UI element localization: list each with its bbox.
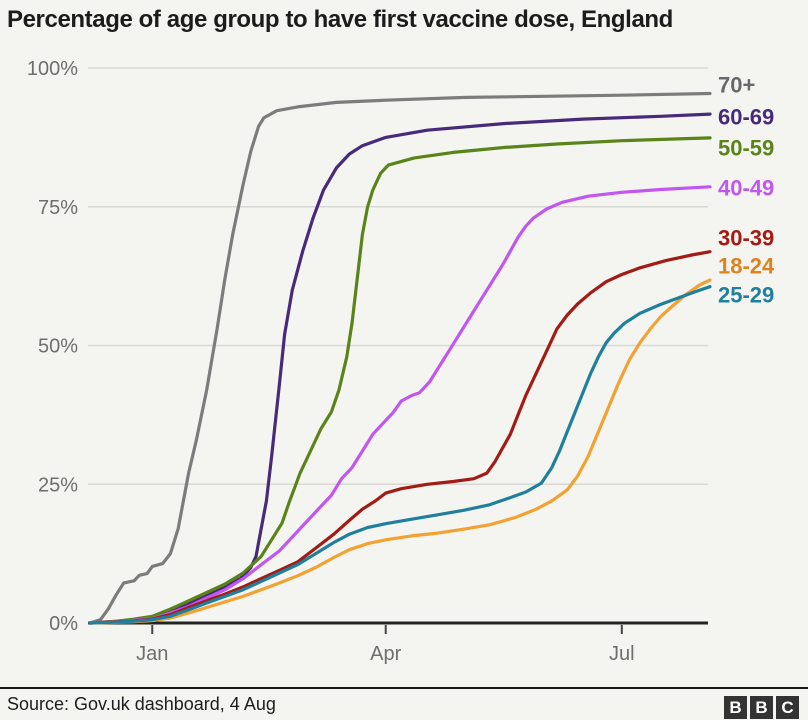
legend-label-25-29: 25-29: [718, 283, 774, 308]
legend-label-50-59: 50-59: [718, 136, 774, 161]
bbc-logo-block: B: [750, 696, 773, 719]
bbc-logo-block: B: [724, 696, 747, 719]
x-tick-label: Apr: [370, 643, 401, 665]
legend-label-40-49: 40-49: [718, 176, 774, 201]
legend-label-18-24: 18-24: [718, 254, 775, 279]
legend-label-60-69: 60-69: [718, 105, 774, 130]
series-line-40-49: [88, 185, 712, 625]
y-tick-label: 25%: [38, 474, 78, 496]
y-tick-label: 50%: [38, 336, 78, 358]
x-tick-label: Jul: [609, 643, 635, 665]
series-line-60-69: [88, 112, 712, 625]
source-caption: Source: Gov.uk dashboard, 4 Aug: [7, 694, 276, 714]
line-chart: 0% 25% 50% 75% 100% Jan Apr Jul 70+ 60-69 50-59 40-…: [27, 58, 775, 665]
legend-label-70: 70+: [718, 73, 755, 98]
series-line-18-24: [88, 278, 712, 625]
series-line-50-59: [88, 136, 712, 625]
series-line-30-39: [88, 250, 712, 625]
x-tick-label: Jan: [136, 643, 168, 665]
series-line-25-29: [88, 285, 712, 625]
footer-divider: [0, 687, 808, 689]
y-tick-label: 75%: [38, 197, 78, 219]
y-tick-label: 0%: [49, 613, 78, 635]
series-line-70: [88, 91, 712, 625]
y-tick-label: 100%: [27, 58, 78, 80]
legend-label-30-39: 30-39: [718, 226, 774, 251]
bbc-logo-block: C: [776, 696, 799, 719]
chart-title: Percentage of age group to have first va…: [7, 6, 673, 33]
